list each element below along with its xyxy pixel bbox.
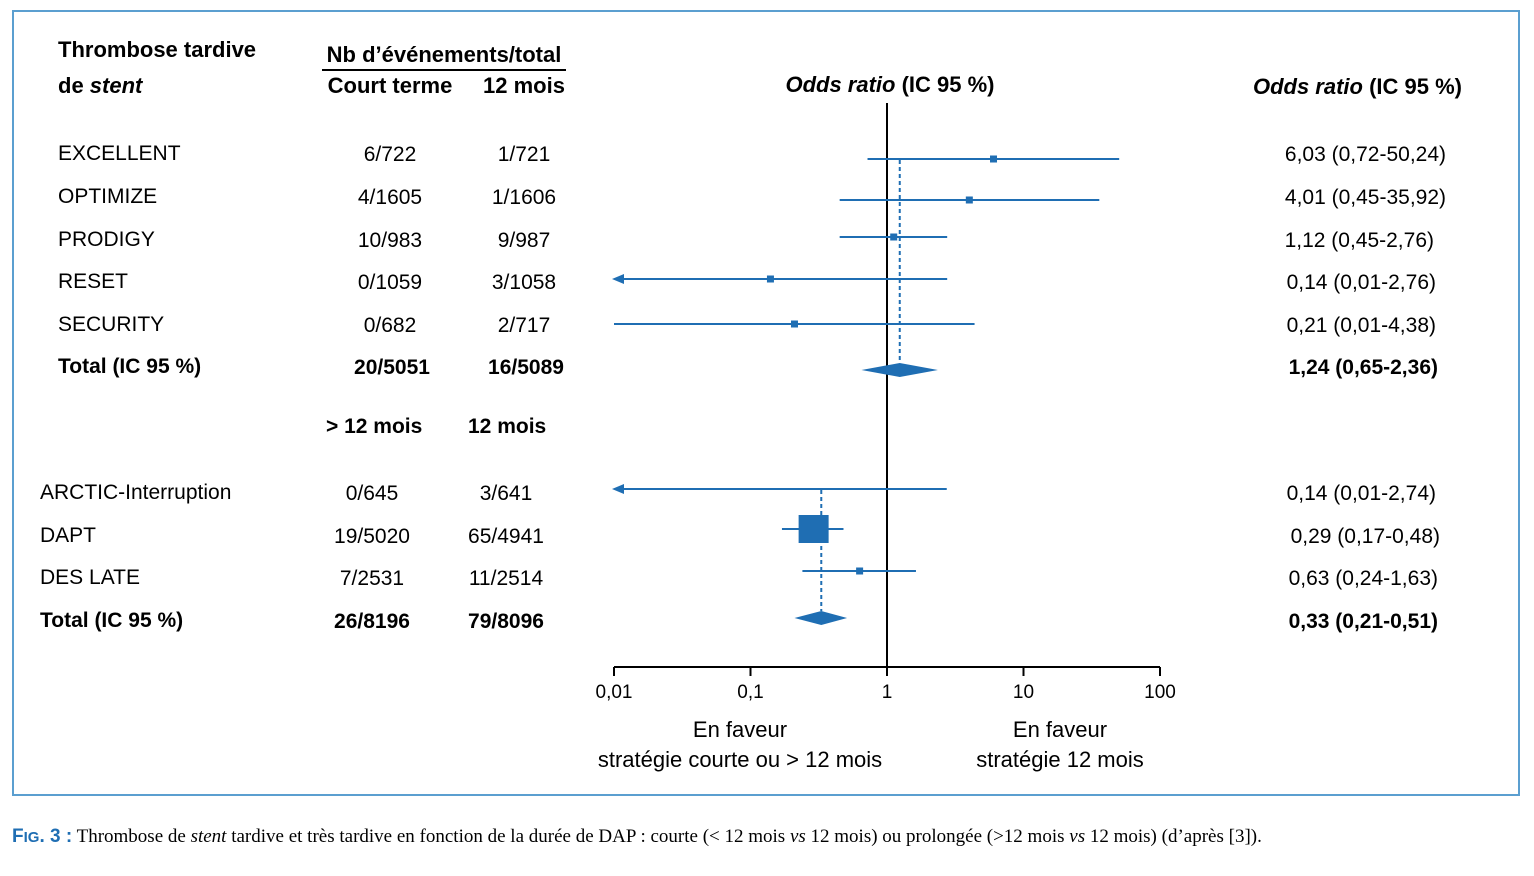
favor-long-line1: En faveur: [1012, 717, 1108, 742]
ci-text: 4,01 (0,45-35,92): [1284, 186, 1446, 209]
point-estimate-square: [856, 567, 864, 575]
figure-caption: FIG. 3 : Thrombose de stent tardive et t…: [12, 826, 1262, 847]
x-tick-label: 100: [1144, 682, 1176, 703]
events-header: Nb d’événements/total: [322, 44, 566, 71]
events-col1: 0/645: [345, 482, 399, 505]
point-estimate-square: [798, 515, 829, 543]
point-estimate-square: [890, 233, 898, 241]
ci-text: 1,12 (0,45-2,76): [1284, 229, 1434, 252]
events-col2: 1/721: [497, 143, 551, 166]
study-name: OPTIMIZE: [58, 185, 158, 208]
ci-arrow-left: [612, 274, 624, 284]
x-tick-label: 0,01: [596, 682, 633, 703]
total-col1: 20/5051: [354, 356, 430, 379]
total-col2: 16/5089: [488, 356, 564, 379]
events-col2: 11/2514: [468, 567, 544, 590]
table-title-line2: de stent: [58, 73, 143, 98]
events-col2: 1/1606: [491, 186, 557, 209]
events-col2: 9/987: [497, 229, 551, 252]
ci-text: 0,63 (0,24-1,63): [1288, 567, 1438, 590]
point-estimate-square: [766, 275, 774, 283]
study-name: RESET: [58, 270, 129, 293]
events-col2: 3/1058: [491, 271, 557, 294]
pooled-diamond: [794, 611, 848, 625]
study-name: PRODIGY: [58, 228, 155, 251]
ci-arrow-left: [612, 484, 624, 494]
events-col1: 7/2531: [339, 567, 405, 590]
ci-text: 0,14 (0,01-2,74): [1286, 482, 1436, 505]
point-estimate-square: [790, 320, 798, 328]
events-col2: 3/641: [479, 482, 533, 505]
total-ci-text: 0,33 (0,21-0,51): [1288, 610, 1438, 633]
x-tick-label: 0,1: [737, 682, 763, 703]
total-label: Total (IC 95 %): [58, 355, 202, 378]
ci-text: 6,03 (0,72-50,24): [1284, 143, 1446, 166]
events-col2: 65/4941: [468, 525, 544, 548]
study-name: DES LATE: [40, 566, 140, 589]
pooled-diamond: [861, 363, 938, 377]
col2-header: 12 mois: [483, 73, 565, 98]
x-tick-label: 1: [882, 682, 893, 703]
favor-short-line2: stratégie courte ou > 12 mois: [597, 747, 883, 772]
table-title-line1: Thrombose tardive: [58, 37, 257, 62]
favor-short-line1: En faveur: [692, 717, 788, 742]
group2-col1-header: > 12 mois: [326, 415, 423, 438]
right-odds-ratio-header: Odds ratio (IC 95 %): [1252, 74, 1462, 99]
total-ci-text: 1,24 (0,65-2,36): [1288, 356, 1438, 379]
events-col1: 0/682: [363, 314, 417, 337]
odds-ratio-header: Odds ratio (IC 95 %): [785, 72, 995, 97]
favor-long-line2: stratégie 12 mois: [976, 747, 1144, 772]
point-estimate-square: [965, 196, 973, 204]
events-col1: 0/1059: [357, 271, 423, 294]
total-col1: 26/8196: [334, 610, 410, 633]
ci-text: 0,29 (0,17-0,48): [1290, 525, 1440, 548]
study-name: ARCTIC-Interruption: [40, 481, 232, 504]
events-col1: 10/983: [357, 229, 423, 252]
ci-text: 0,21 (0,01-4,38): [1286, 314, 1436, 337]
events-col2: 2/717: [497, 314, 551, 337]
events-col1: 6/722: [363, 143, 417, 166]
col1-header: Court terme: [327, 73, 453, 98]
point-estimate-square: [990, 155, 998, 163]
total-label: Total (IC 95 %): [40, 609, 184, 632]
ci-text: 0,14 (0,01-2,76): [1286, 271, 1436, 294]
events-col1: 4/1605: [357, 186, 423, 209]
x-tick-label: 10: [1013, 682, 1034, 703]
events-col1: 19/5020: [334, 525, 410, 548]
group2-col2-header: 12 mois: [468, 415, 547, 438]
figure-label: FIG. 3 :: [12, 826, 73, 847]
study-name: SECURITY: [58, 313, 165, 336]
figure-frame: [12, 10, 1520, 796]
total-col2: 79/8096: [468, 610, 544, 633]
study-name: DAPT: [40, 524, 97, 547]
study-name: EXCELLENT: [58, 142, 181, 165]
